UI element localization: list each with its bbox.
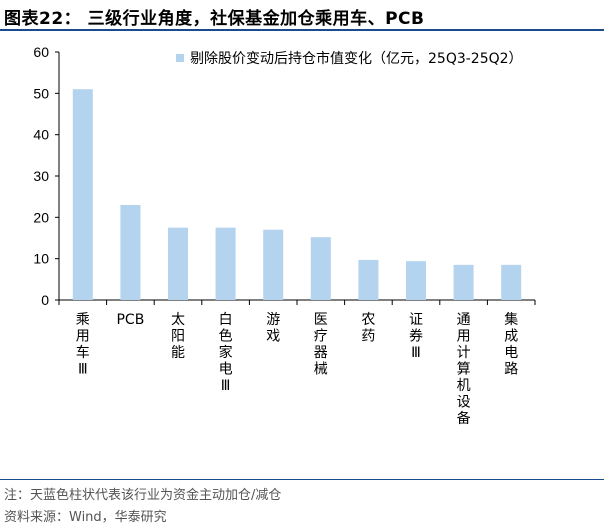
y-tick-label: 30 — [33, 168, 49, 184]
x-tick-label: 游戏 — [266, 312, 280, 345]
y-tick-label: 40 — [33, 127, 49, 143]
header-divider — [0, 29, 604, 31]
bar — [310, 237, 331, 300]
x-tick-label: 太阳能 — [171, 312, 185, 361]
chart-note: 注：天蓝色柱状代表该行业为资金主动加仓/减仓 — [4, 488, 282, 503]
x-tick-label: 集成电路 — [504, 311, 518, 378]
bar — [120, 204, 141, 300]
y-tick-label: 50 — [33, 85, 49, 101]
x-tick-label: 农药 — [361, 312, 375, 345]
y-tick-label: 10 — [33, 251, 49, 267]
x-tick-label: PCB — [116, 312, 144, 328]
bar — [263, 229, 284, 300]
y-tick-label: 60 — [33, 44, 49, 60]
x-tick-label: 证券 Ⅲ — [409, 312, 423, 361]
bar-chart: 0 10 20 30 40 50 60 乘用车 Ⅲ PCB 太阳能 白色家电 Ⅲ 游戏 医疗器械 农药 证券 Ⅲ 通… — [0, 30, 604, 475]
bar — [72, 89, 93, 300]
bar — [406, 261, 426, 300]
figure-title: 图表22： 三级行业角度，社保基金加仓乘用车、PCB — [4, 9, 425, 29]
figure-header: 图表22： 三级行业角度，社保基金加仓乘用车、PCB — [0, 0, 604, 30]
chart-canvas: 0 10 20 30 40 50 60 乘用车 Ⅲ PCB 太阳能 白色家电 Ⅲ 游戏 医疗器械 农药 证券 Ⅲ 通… — [33, 44, 536, 427]
bar — [501, 264, 522, 300]
bar — [215, 227, 236, 300]
chart-source: 资料来源：Wind，华泰研究 — [4, 510, 167, 525]
legend-swatch — [176, 54, 184, 62]
legend-label: 剔除股价变动后持仓市值变化（亿元，25Q3-25Q2） — [190, 50, 523, 67]
x-tick-label: 医疗器械 — [314, 312, 328, 378]
x-tick-label: 白色家电 Ⅲ — [219, 312, 233, 394]
x-tick-label: 通用计算机设备 — [457, 312, 471, 427]
bar — [168, 227, 188, 300]
footer-divider — [0, 479, 604, 480]
x-tick-label: 乘用车 Ⅲ — [76, 312, 90, 378]
bar — [453, 264, 474, 300]
y-tick-label: 0 — [41, 292, 49, 308]
y-tick-label: 20 — [33, 209, 49, 225]
bar — [358, 259, 379, 300]
